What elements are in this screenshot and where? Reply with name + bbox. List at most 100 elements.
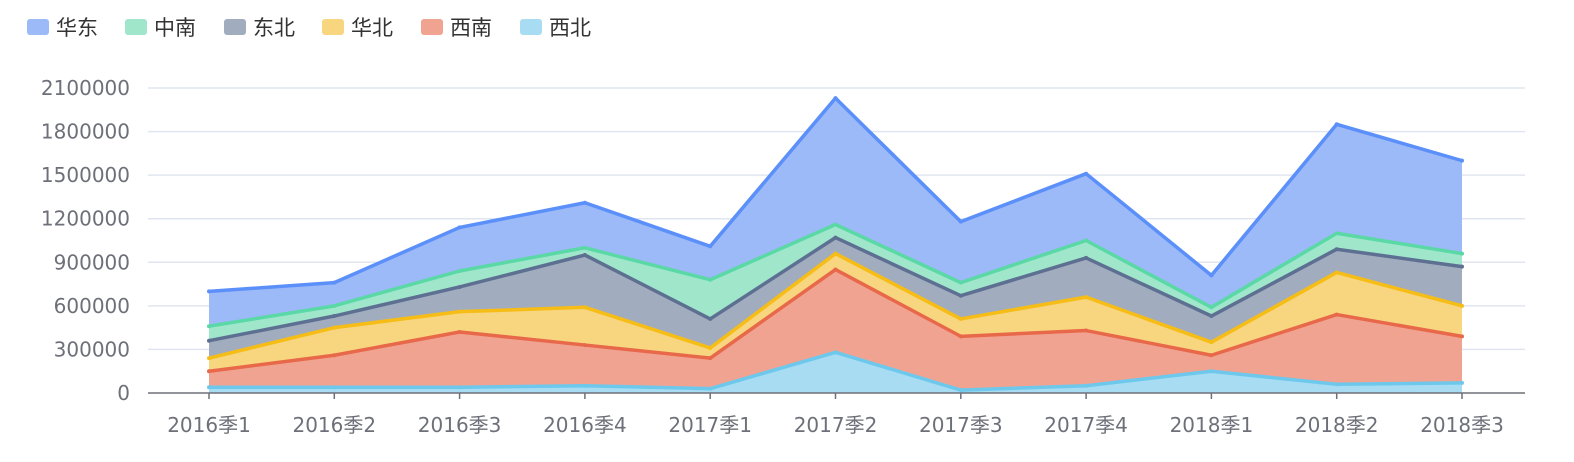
series-西南-point[interactable] [1209, 353, 1214, 358]
series-西北-point[interactable] [1334, 382, 1339, 387]
series-华北-point[interactable] [1084, 295, 1089, 300]
series-西南-point[interactable] [332, 353, 337, 358]
x-tick-label: 2018季2 [1295, 413, 1379, 437]
legend-label: 西南 [450, 16, 492, 40]
y-tick-label: 1200000 [41, 207, 130, 231]
legend-swatch [322, 19, 344, 35]
series-东北-point[interactable] [207, 338, 211, 343]
legend-item-中南[interactable]: 中南 [125, 16, 196, 40]
x-tick-label: 2017季2 [794, 413, 878, 437]
series-西南-point[interactable] [1084, 328, 1089, 333]
series-华北-point[interactable] [207, 356, 211, 361]
series-东北-point[interactable] [958, 293, 963, 298]
series-中南-area [209, 224, 1462, 341]
series-西北-point[interactable] [457, 385, 462, 390]
y-tick-label: 1500000 [41, 163, 130, 187]
series-西南-point[interactable] [958, 334, 963, 339]
series-华东-point[interactable] [708, 244, 713, 249]
series-西南-point[interactable] [833, 267, 838, 272]
legend-item-西北[interactable]: 西北 [520, 16, 591, 40]
series-华东-area [209, 98, 1462, 327]
series-东北-point[interactable] [332, 314, 337, 319]
series-华东-point[interactable] [1084, 171, 1089, 176]
series-中南-point[interactable] [958, 280, 963, 285]
series-华北-point[interactable] [457, 309, 462, 314]
series-华东-point[interactable] [582, 200, 587, 205]
series-西北-point[interactable] [833, 350, 838, 355]
series-中南-point[interactable] [833, 222, 838, 227]
x-tick-label: 2018季3 [1420, 413, 1504, 437]
series-西北-point[interactable] [708, 386, 713, 391]
series-中南-point[interactable] [1334, 231, 1339, 236]
area-series [207, 96, 1464, 393]
legend-label: 西北 [549, 16, 591, 40]
series-华东-point[interactable] [332, 280, 337, 285]
series-中南-point[interactable] [582, 245, 587, 250]
series-华东-point[interactable] [207, 289, 211, 294]
series-华北-point[interactable] [1460, 303, 1464, 308]
series-中南-point[interactable] [1084, 238, 1089, 243]
legend-label: 东北 [253, 16, 295, 40]
series-西北-point[interactable] [1084, 383, 1089, 388]
legend-label: 华北 [351, 16, 393, 40]
series-西南-point[interactable] [582, 343, 587, 348]
x-tick-label: 2016季2 [292, 413, 376, 437]
series-东北-point[interactable] [833, 235, 838, 240]
series-西北-point[interactable] [1460, 380, 1464, 385]
legend-swatch [224, 19, 246, 35]
legend-item-华东[interactable]: 华东 [27, 16, 98, 40]
series-华东-point[interactable] [833, 96, 838, 101]
series-华东-point[interactable] [958, 219, 963, 224]
legend-item-华北[interactable]: 华北 [322, 16, 393, 40]
series-西南-point[interactable] [1334, 312, 1339, 317]
series-东北-point[interactable] [1084, 255, 1089, 260]
series-东北-point[interactable] [1334, 247, 1339, 252]
series-西南-point[interactable] [708, 356, 713, 361]
series-西北-point[interactable] [582, 383, 587, 388]
series-西南-point[interactable] [207, 369, 211, 374]
series-中南-point[interactable] [1460, 251, 1464, 256]
series-华北-point[interactable] [833, 251, 838, 256]
y-tick-label: 0 [117, 381, 130, 405]
series-华北-point[interactable] [1334, 270, 1339, 275]
series-东北-point[interactable] [708, 316, 713, 321]
series-东北-point[interactable] [457, 284, 462, 289]
series-东北-point[interactable] [582, 253, 587, 258]
series-华东-point[interactable] [457, 225, 462, 230]
series-西北-point[interactable] [958, 388, 963, 393]
series-中南-point[interactable] [457, 269, 462, 273]
series-西南-point[interactable] [457, 330, 462, 334]
series-西北-point[interactable] [332, 385, 337, 390]
series-中南-point[interactable] [1209, 305, 1214, 310]
legend-item-东北[interactable]: 东北 [224, 16, 295, 40]
legend-swatch [421, 19, 443, 35]
series-华北-point[interactable] [958, 316, 963, 321]
series-东北-point[interactable] [1460, 264, 1464, 269]
series-西南-area [209, 269, 1462, 391]
series-中南-point[interactable] [708, 277, 713, 282]
series-华东-point[interactable] [1460, 158, 1464, 163]
series-东北-point[interactable] [1209, 314, 1214, 319]
axes: 0 300000 600000 900000 1200000 1500000 1800000… [41, 76, 1525, 437]
legend-item-西南[interactable]: 西南 [421, 16, 492, 40]
series-中南-point[interactable] [332, 303, 337, 308]
series-西北-point[interactable] [1209, 369, 1214, 374]
series-华东-point[interactable] [1334, 122, 1339, 127]
series-西北-point[interactable] [207, 385, 211, 390]
series-西南-point[interactable] [1460, 334, 1464, 339]
y-tick-label: 900000 [54, 250, 130, 274]
series-华北-point[interactable] [582, 305, 587, 310]
x-tick-label: 2017季3 [919, 413, 1003, 437]
series-华东-point[interactable] [1209, 273, 1214, 278]
series-华北-point[interactable] [708, 345, 713, 350]
legend-swatch [520, 19, 542, 35]
x-tick-label: 2018季1 [1170, 413, 1254, 437]
series-华北-point[interactable] [332, 325, 337, 330]
series-华北-point[interactable] [1209, 340, 1214, 345]
x-tick-label: 2016季3 [418, 413, 502, 437]
legend[interactable]: 华东 中南 东北 华北 西南 西北 [27, 16, 591, 40]
series-西北-area [209, 352, 1462, 393]
series-中南-point[interactable] [207, 324, 211, 329]
